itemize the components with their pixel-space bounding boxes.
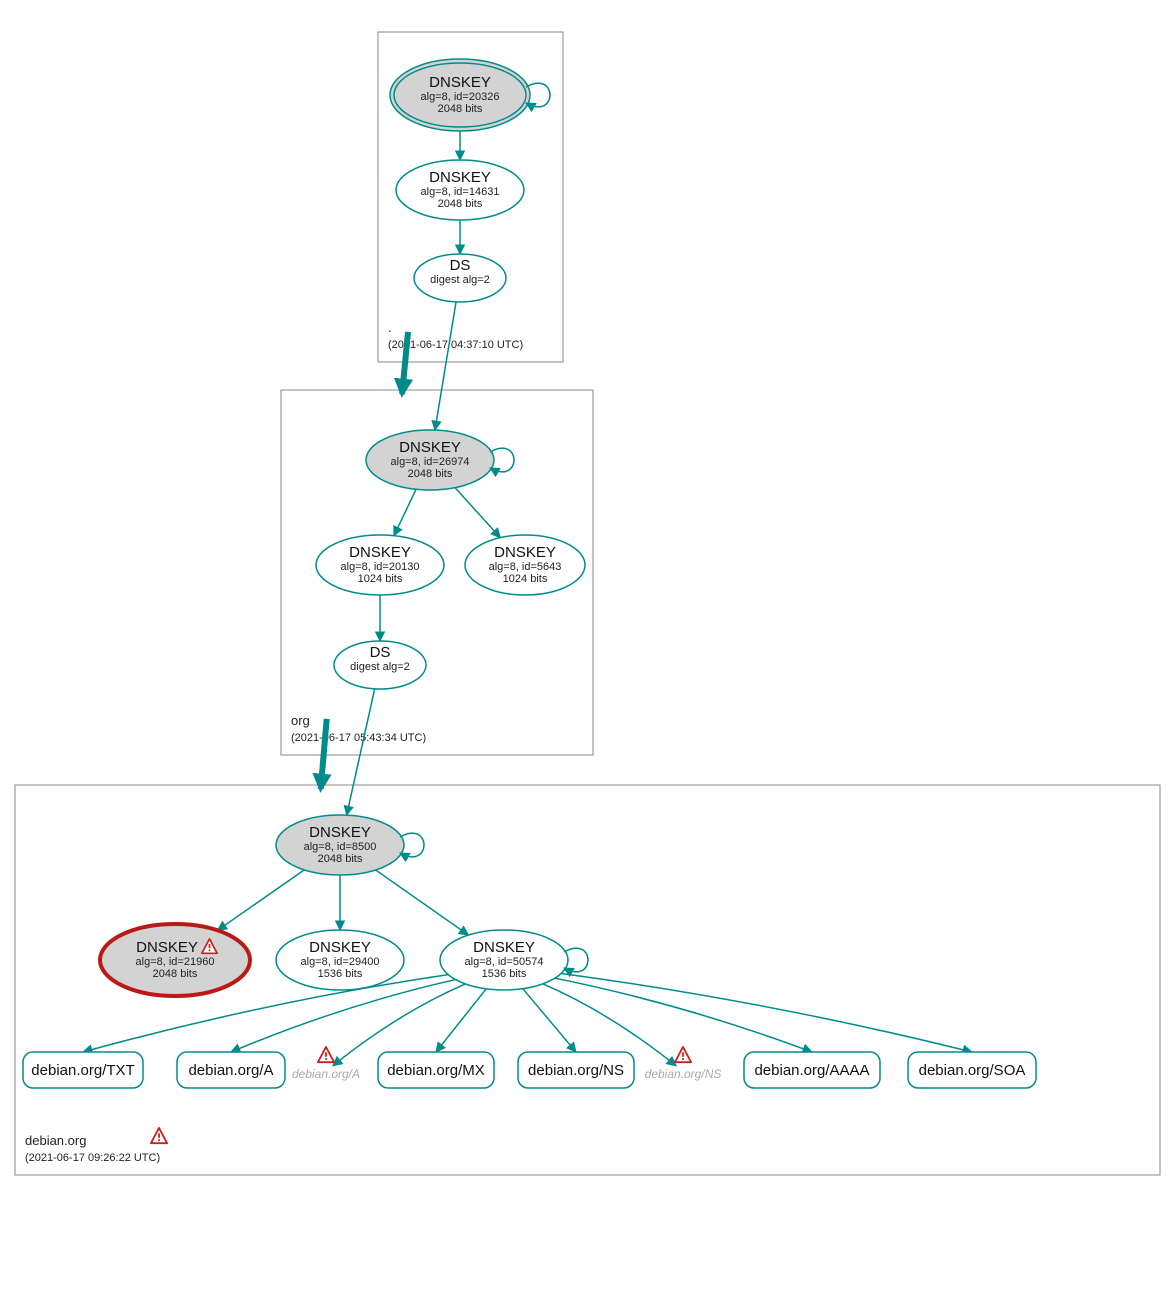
- edges: [83, 131, 972, 1066]
- svg-text:DNSKEY: DNSKEY: [494, 544, 556, 561]
- node-rr_txt: debian.org/TXT: [23, 1052, 143, 1088]
- node-deb_ksk: DNSKEYalg=8, id=85002048 bits: [276, 815, 424, 875]
- svg-text:org: org: [291, 713, 310, 728]
- node-root_zsk: DNSKEYalg=8, id=146312048 bits: [396, 160, 524, 220]
- svg-text:2048 bits: 2048 bits: [438, 103, 483, 115]
- node-deb_warn: DNSKEYalg=8, id=219602048 bits: [100, 924, 250, 996]
- node-rr_ns: debian.org/NS: [518, 1052, 634, 1088]
- svg-text:1536 bits: 1536 bits: [318, 968, 363, 980]
- svg-text:alg=8, id=8500: alg=8, id=8500: [304, 841, 377, 853]
- svg-text:2048 bits: 2048 bits: [318, 853, 363, 865]
- svg-text:DS: DS: [450, 257, 471, 274]
- svg-text:DNSKEY: DNSKEY: [309, 939, 371, 956]
- svg-text:alg=8, id=20326: alg=8, id=20326: [421, 91, 500, 103]
- node-rr_soa: debian.org/SOA: [908, 1052, 1036, 1088]
- svg-text:digest alg=2: digest alg=2: [430, 274, 490, 286]
- edge: [347, 689, 375, 815]
- svg-text:debian.org/NS: debian.org/NS: [528, 1062, 624, 1079]
- svg-text:debian.org/MX: debian.org/MX: [387, 1062, 485, 1079]
- svg-text:2048 bits: 2048 bits: [438, 198, 483, 210]
- node-org_zsk: DNSKEYalg=8, id=201301024 bits: [316, 535, 444, 595]
- node-root_ksk: DNSKEYalg=8, id=203262048 bits: [390, 59, 550, 131]
- svg-text:DS: DS: [370, 644, 391, 661]
- edge: [436, 989, 486, 1052]
- node-org_zsk2: DNSKEYalg=8, id=56431024 bits: [465, 535, 585, 595]
- svg-text:debian.org: debian.org: [25, 1133, 86, 1148]
- edge: [435, 302, 456, 430]
- svg-text:DNSKEY: DNSKEY: [309, 824, 371, 841]
- svg-text:DNSKEY: DNSKEY: [136, 939, 198, 956]
- svg-text:debian.org/NS: debian.org/NS: [645, 1067, 722, 1081]
- svg-text:DNSKEY: DNSKEY: [399, 439, 461, 456]
- ghost-ghost_ns: debian.org/NS: [645, 1047, 722, 1081]
- svg-text:2048 bits: 2048 bits: [153, 968, 198, 980]
- svg-text:DNSKEY: DNSKEY: [473, 939, 535, 956]
- edge: [218, 870, 305, 930]
- svg-text:alg=8, id=29400: alg=8, id=29400: [301, 956, 380, 968]
- svg-text:2048 bits: 2048 bits: [408, 468, 453, 480]
- svg-text:alg=8, id=50574: alg=8, id=50574: [465, 956, 544, 968]
- node-org_ds: DSdigest alg=2: [334, 641, 426, 689]
- delegation-edge: [321, 719, 327, 789]
- svg-text:DNSKEY: DNSKEY: [429, 74, 491, 91]
- svg-text:debian.org/TXT: debian.org/TXT: [31, 1062, 134, 1079]
- nodes: DNSKEYalg=8, id=203262048 bitsDNSKEYalg=…: [23, 59, 1036, 1088]
- edge: [555, 978, 812, 1052]
- svg-text:DNSKEY: DNSKEY: [429, 169, 491, 186]
- node-deb_zsk1: DNSKEYalg=8, id=294001536 bits: [276, 930, 404, 990]
- svg-text:(2021-06-17 09:26:22 UTC): (2021-06-17 09:26:22 UTC): [25, 1152, 160, 1164]
- edge: [376, 870, 469, 935]
- svg-text:debian.org/AAAA: debian.org/AAAA: [754, 1062, 869, 1079]
- node-rr_mx: debian.org/MX: [378, 1052, 494, 1088]
- svg-text:1024 bits: 1024 bits: [503, 573, 548, 585]
- node-rr_a: debian.org/A: [177, 1052, 285, 1088]
- svg-text:alg=8, id=14631: alg=8, id=14631: [421, 186, 500, 198]
- svg-text:alg=8, id=21960: alg=8, id=21960: [136, 956, 215, 968]
- dnssec-diagram: .(2021-06-17 04:37:10 UTC)org(2021-06-17…: [0, 0, 1173, 1305]
- node-org_ksk: DNSKEYalg=8, id=269742048 bits: [366, 430, 514, 490]
- node-rr_aaaa: debian.org/AAAA: [744, 1052, 880, 1088]
- warning-icon: [151, 1128, 167, 1143]
- node-root_ds: DSdigest alg=2: [414, 254, 506, 302]
- svg-text:(2021-06-17 05:43:34 UTC): (2021-06-17 05:43:34 UTC): [291, 732, 426, 744]
- svg-text:alg=8, id=20130: alg=8, id=20130: [341, 561, 420, 573]
- svg-text:.: .: [388, 320, 392, 335]
- edge: [455, 488, 500, 538]
- svg-text:debian.org/A: debian.org/A: [188, 1062, 273, 1079]
- warning-icon: [318, 1047, 334, 1062]
- edge: [523, 989, 576, 1052]
- svg-text:alg=8, id=5643: alg=8, id=5643: [489, 561, 562, 573]
- svg-text:1024 bits: 1024 bits: [358, 573, 403, 585]
- svg-text:debian.org/A: debian.org/A: [292, 1067, 360, 1081]
- svg-text:1536 bits: 1536 bits: [482, 968, 527, 980]
- svg-text:alg=8, id=26974: alg=8, id=26974: [391, 456, 470, 468]
- svg-text:digest alg=2: digest alg=2: [350, 661, 410, 673]
- svg-text:debian.org/SOA: debian.org/SOA: [919, 1062, 1026, 1079]
- edge: [394, 489, 416, 535]
- svg-text:DNSKEY: DNSKEY: [349, 544, 411, 561]
- edge: [561, 973, 972, 1052]
- warning-icon: [675, 1047, 691, 1062]
